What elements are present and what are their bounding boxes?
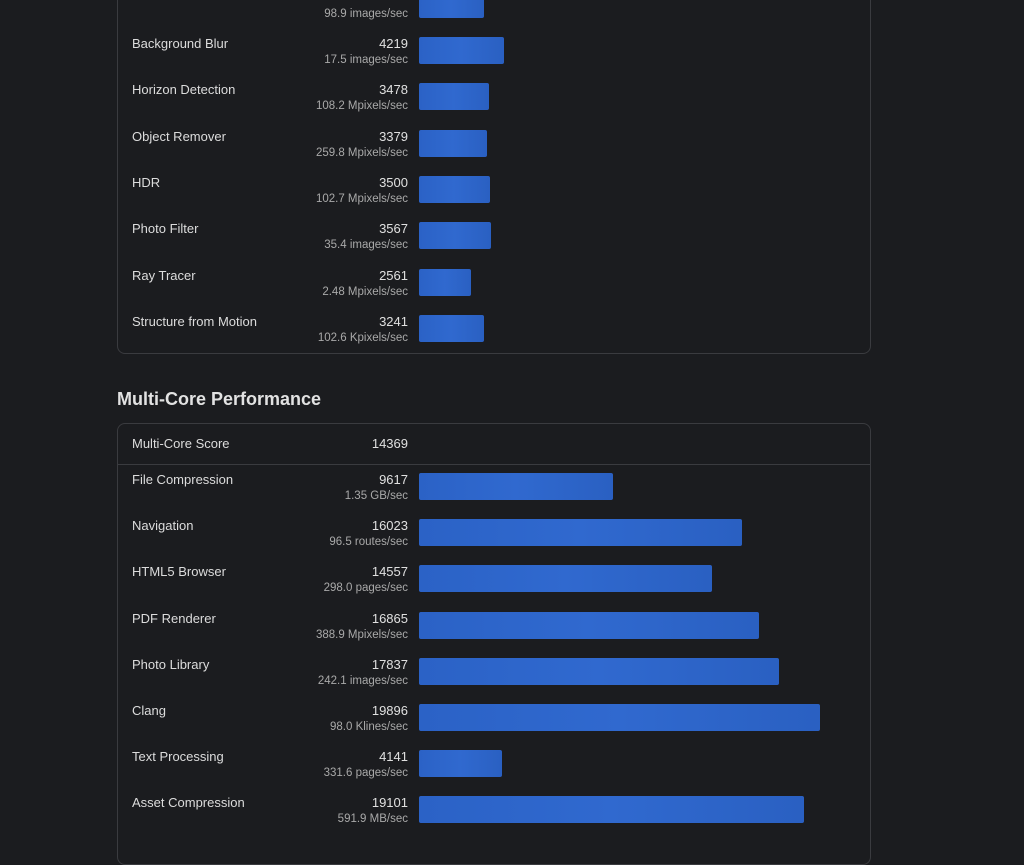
benchmark-rate: 2.48 Mpixels/sec (322, 285, 408, 298)
benchmark-score: 3567 (379, 221, 408, 237)
benchmark-name: Asset Compression (132, 795, 245, 811)
benchmark-rate: 98.0 Klines/sec (330, 721, 408, 733)
benchmark-name: Text Processing (132, 749, 224, 765)
score-bar (419, 268, 471, 296)
score-bar (419, 704, 821, 731)
benchmark-name: HDR (132, 174, 161, 190)
section-heading: Multi-Core Performance (117, 389, 322, 409)
benchmark-name: PDF Renderer (132, 610, 216, 626)
score-bar (419, 0, 484, 18)
score-bar (419, 519, 743, 547)
benchmark-score: 19896 (371, 703, 408, 718)
benchmark-score: 4219 (379, 36, 408, 51)
score-bar (419, 314, 485, 342)
score-bar (419, 611, 759, 639)
score-bar (419, 129, 488, 157)
benchmark-rate: 17.5 images/sec (324, 54, 408, 66)
benchmark-rate: 96.5 routes/sec (329, 536, 408, 549)
benchmark-rate: 298.0 pages/sec (323, 582, 408, 595)
benchmark-score: 19101 (371, 795, 408, 811)
benchmark-score: 16023 (371, 518, 408, 534)
benchmark-rate: 35.4 images/sec (324, 239, 408, 252)
single-core-card (117, 0, 871, 354)
benchmark-score: 3500 (379, 174, 408, 190)
benchmark-name: File Compression (132, 472, 234, 487)
score-bar (419, 796, 805, 824)
benchmark-score: 9617 (379, 472, 408, 487)
benchmark-score: 16865 (371, 610, 408, 626)
benchmark-rate: 98.9 images/sec (324, 7, 408, 20)
benchmark-score: 3241 (379, 313, 408, 329)
benchmark-rate: 1.35 GB/sec (344, 490, 408, 502)
page: {"single_core": {"rows": [ {"score": 320… (117, 0, 871, 865)
benchmark-name: Object Remover (132, 128, 226, 144)
benchmark-score: 3478 (379, 82, 408, 98)
benchmark-rate: 388.9 Mpixels/sec (315, 628, 408, 641)
score-bar (419, 222, 491, 250)
score-bar (419, 37, 505, 64)
benchmark-name: Clang (132, 703, 166, 718)
benchmark-score: 3379 (379, 128, 408, 144)
benchmark-name: Photo Library (132, 656, 210, 672)
benchmark-rate: 242.1 images/sec (317, 674, 408, 687)
benchmark-score: 2561 (379, 267, 408, 283)
multi-core-score: 14369 (371, 436, 408, 451)
benchmark-name: Background Blur (132, 36, 229, 51)
score-bar (419, 750, 503, 778)
benchmark-rate: 259.8 Mpixels/sec (315, 146, 408, 159)
score-bar (419, 565, 713, 593)
separator (118, 464, 870, 465)
benchmark-name: HTML5 Browser (132, 564, 226, 580)
score-bar (419, 83, 490, 111)
benchmark-name: Structure from Motion (132, 313, 257, 329)
score-bar (419, 175, 490, 203)
benchmark-rate: 108.2 Mpixels/sec (315, 100, 408, 113)
benchmark-rate: 102.7 Mpixels/sec (315, 192, 408, 205)
benchmark-score: 4141 (379, 749, 408, 765)
score-bar (419, 473, 613, 500)
benchmark-score: 17837 (371, 656, 408, 672)
benchmark-rate: 102.6 Kpixels/sec (317, 331, 408, 344)
score-label: Multi-Core Score (132, 436, 230, 451)
benchmark-name: Photo Filter (132, 221, 199, 237)
benchmark-rate: 591.9 MB/sec (337, 813, 408, 826)
benchmark-score: 14557 (371, 564, 408, 580)
benchmark-name: Ray Tracer (132, 267, 196, 283)
benchmark-rate: 331.6 pages/sec (323, 767, 408, 780)
benchmark-name: Navigation (132, 518, 194, 534)
score-bar (419, 657, 779, 685)
benchmark-name: Horizon Detection (132, 82, 236, 98)
